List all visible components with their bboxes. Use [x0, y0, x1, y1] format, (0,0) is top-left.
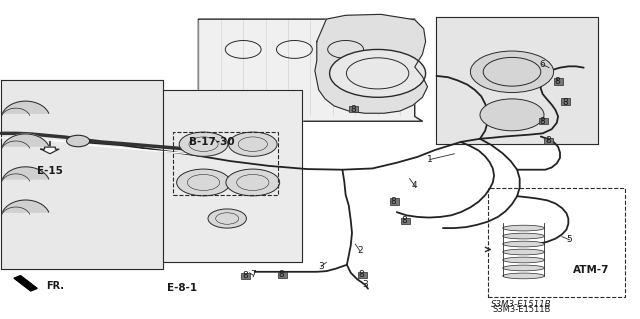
Text: 8: 8 — [540, 117, 545, 126]
Text: E-8-1: E-8-1 — [167, 283, 198, 293]
Bar — [488, 188, 625, 297]
Text: 2: 2 — [357, 246, 362, 255]
Circle shape — [177, 169, 230, 196]
Circle shape — [228, 132, 277, 156]
Bar — [390, 198, 399, 205]
Text: 4: 4 — [412, 181, 417, 190]
Bar — [173, 132, 278, 195]
Polygon shape — [3, 134, 49, 146]
Text: 8: 8 — [359, 271, 364, 279]
Bar — [539, 118, 548, 124]
Text: 8: 8 — [279, 271, 284, 279]
Text: 8: 8 — [554, 77, 559, 86]
Ellipse shape — [503, 241, 544, 247]
Polygon shape — [315, 14, 428, 113]
Text: 8: 8 — [563, 98, 568, 107]
Circle shape — [483, 57, 541, 86]
Ellipse shape — [503, 225, 544, 231]
Ellipse shape — [503, 265, 544, 271]
Text: 7: 7 — [250, 271, 255, 279]
Polygon shape — [14, 276, 37, 291]
Polygon shape — [191, 19, 422, 121]
Text: 3: 3 — [362, 280, 367, 289]
FancyArrowPatch shape — [485, 247, 490, 252]
Circle shape — [67, 135, 90, 147]
Ellipse shape — [503, 233, 544, 239]
Text: 3: 3 — [319, 262, 324, 271]
Text: 8: 8 — [545, 137, 550, 145]
Polygon shape — [3, 101, 49, 113]
Text: 8: 8 — [391, 197, 396, 206]
Text: 8: 8 — [402, 216, 407, 225]
Text: B-17-30: B-17-30 — [189, 137, 234, 147]
Circle shape — [470, 51, 554, 93]
Circle shape — [208, 209, 246, 228]
Text: 6: 6 — [540, 60, 545, 69]
Bar — [544, 138, 553, 144]
Text: S3M3-E1511B: S3M3-E1511B — [492, 305, 551, 314]
Text: ATM-7: ATM-7 — [573, 264, 609, 275]
Polygon shape — [3, 167, 49, 179]
Polygon shape — [3, 200, 49, 212]
Bar — [241, 273, 250, 279]
Circle shape — [179, 132, 228, 156]
Polygon shape — [1, 80, 163, 269]
Text: 1: 1 — [428, 155, 433, 164]
Circle shape — [330, 49, 426, 97]
Bar — [349, 106, 358, 112]
Circle shape — [480, 99, 544, 131]
Bar — [401, 218, 410, 224]
Text: E-15: E-15 — [37, 166, 63, 176]
Polygon shape — [163, 90, 302, 262]
Bar — [561, 98, 570, 105]
Circle shape — [226, 169, 280, 196]
Text: 8: 8 — [351, 105, 356, 114]
Polygon shape — [41, 147, 59, 154]
Text: 8: 8 — [243, 271, 248, 280]
Ellipse shape — [503, 257, 544, 263]
Bar — [278, 272, 287, 278]
Bar — [554, 78, 563, 85]
Text: S3M3-E1511B: S3M3-E1511B — [492, 300, 552, 309]
Text: 5: 5 — [567, 235, 572, 244]
Ellipse shape — [503, 273, 544, 279]
Bar — [358, 272, 367, 278]
Polygon shape — [436, 17, 598, 144]
Ellipse shape — [503, 249, 544, 255]
Text: FR.: FR. — [46, 281, 64, 292]
